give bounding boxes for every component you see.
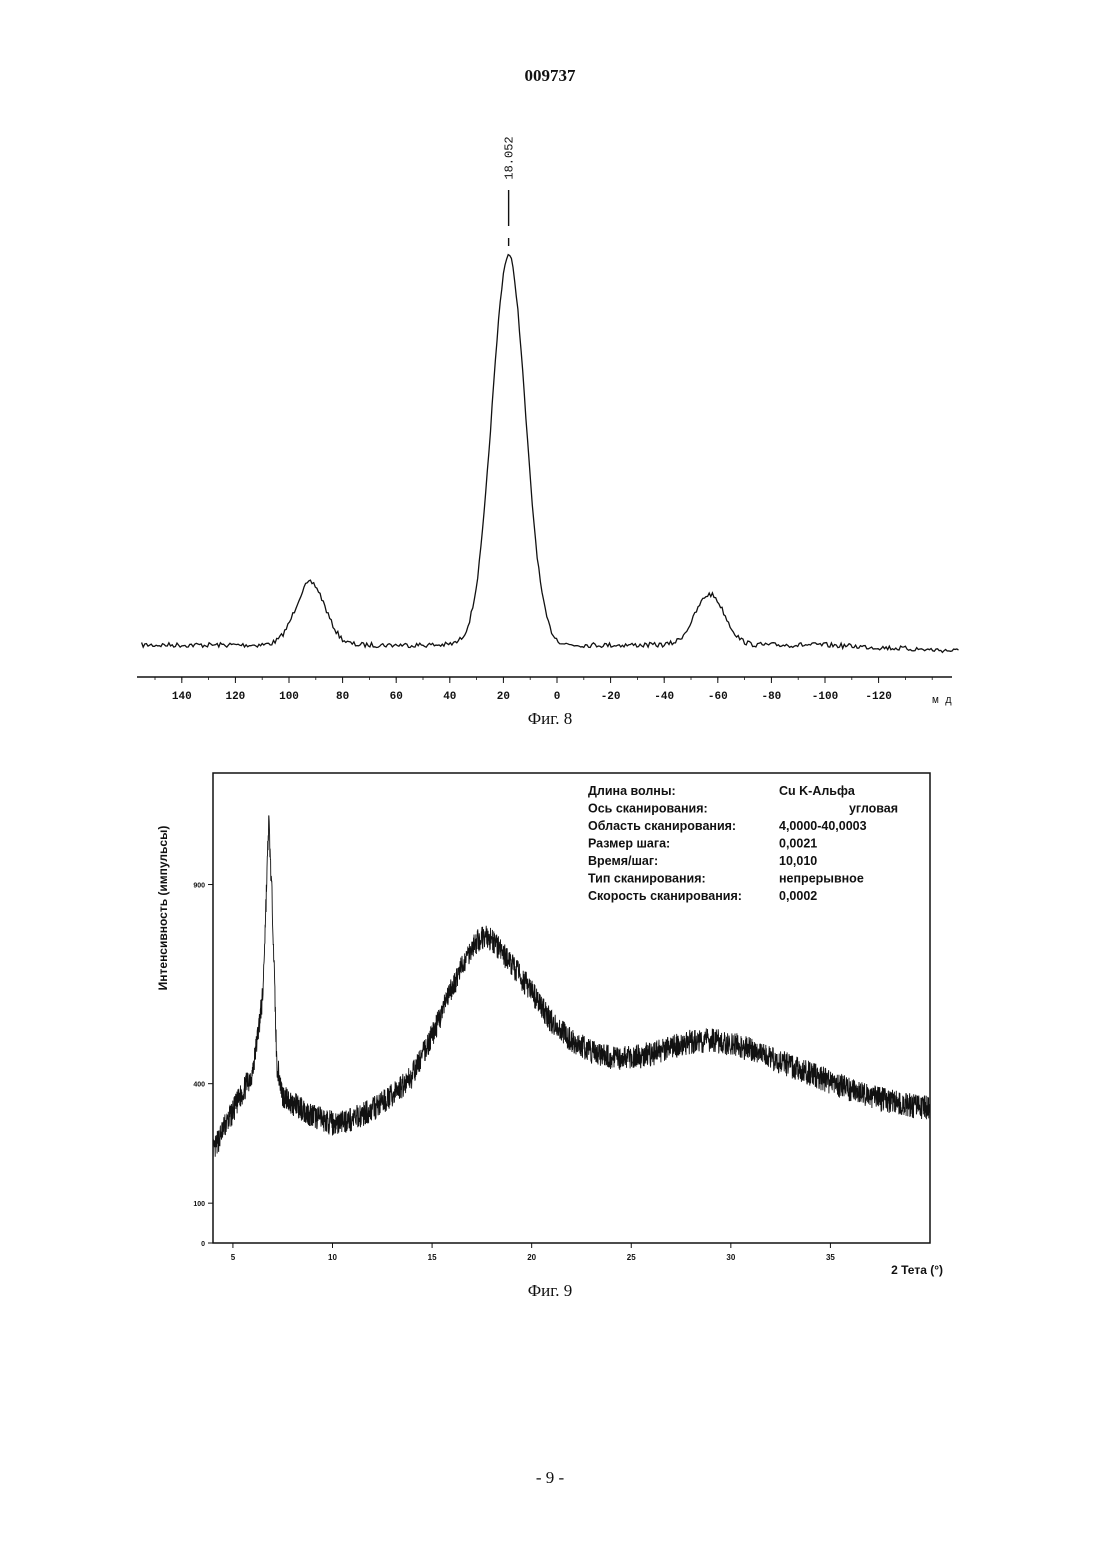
figure-8-caption: Фиг. 8 — [0, 709, 1100, 729]
nmr-x-tick-label: 120 — [225, 691, 245, 703]
xrd-x-tick-label: 5 — [231, 1253, 236, 1262]
xrd-parameter-label: Длина волны: — [588, 784, 676, 798]
xrd-parameter-label: Время/шаг: — [588, 854, 658, 868]
xrd-pattern-chart: 5 10 15 20 25 30 35 0 100 400 900 Интенсивность (… — [0, 740, 1100, 1300]
xrd-parameter-label: Скорость сканирования: — [588, 889, 742, 903]
xrd-x-ticks: 5 10 15 20 25 30 35 — [231, 1243, 836, 1262]
xrd-x-tick-label: 35 — [826, 1253, 835, 1262]
xrd-parameter-label: Тип сканирования: — [588, 872, 706, 886]
xrd-y-axis-label: Интенсивность (импульсы) — [156, 826, 170, 991]
xrd-y-ticks: 0 100 400 900 — [193, 883, 213, 1248]
nmr-spectrum-chart: 140 120 100 80 60 40 20 0 -20 -40 -60 -80 -100 -120 1… — [0, 0, 1100, 720]
xrd-x-tick-label: 25 — [627, 1253, 636, 1262]
xrd-parameter-label: Ось сканирования: — [588, 802, 708, 816]
nmr-x-tick-label: -20 — [601, 691, 621, 703]
nmr-x-tick-label: 20 — [497, 691, 510, 703]
xrd-y-tick-label: 900 — [193, 883, 205, 890]
xrd-x-tick-label: 20 — [527, 1253, 536, 1262]
xrd-parameters-block: Длина волны: Cu K-Альфа Ось сканирования: у… — [583, 778, 923, 903]
xrd-x-tick-label: 30 — [726, 1253, 735, 1262]
nmr-x-tick-label: 0 — [554, 691, 561, 703]
nmr-x-tick-label: 80 — [336, 691, 349, 703]
xrd-parameter-value: 4,0000-40,0003 — [779, 819, 867, 833]
nmr-x-tick-label: 60 — [390, 691, 403, 703]
xrd-parameter-label: Размер шага: — [588, 837, 670, 851]
xrd-parameter-value: 0,0021 — [779, 837, 817, 851]
xrd-parameter-value: непрерывное — [779, 872, 864, 886]
xrd-x-tick-label: 10 — [328, 1253, 337, 1262]
xrd-parameter-value: угловая — [849, 802, 898, 816]
figure-9-caption: Фиг. 9 — [0, 1281, 1100, 1301]
nmr-peak-label: 18.052 — [503, 136, 517, 179]
xrd-x-axis-label: 2 Тета (°) — [891, 1263, 943, 1277]
xrd-y-tick-label: 0 — [201, 1241, 205, 1248]
nmr-x-tick-label: -40 — [654, 691, 674, 703]
nmr-x-tick-label: -100 — [812, 691, 838, 703]
nmr-x-tick-label: 140 — [172, 691, 192, 703]
nmr-x-tick-label: 40 — [443, 691, 456, 703]
nmr-x-tick-label: -60 — [708, 691, 728, 703]
xrd-y-tick-label: 100 — [193, 1201, 205, 1208]
xrd-parameter-label: Область сканирования: — [588, 819, 736, 833]
nmr-x-tick-label: -80 — [761, 691, 781, 703]
nmr-x-ticks: 140 120 100 80 60 40 20 0 -20 -40 -60 -80 -100 -120 — [155, 677, 932, 703]
nmr-spectrum-series — [142, 255, 959, 653]
xrd-parameter-value: 10,010 — [779, 854, 817, 868]
xrd-parameter-value: Cu K-Альфа — [779, 784, 856, 798]
nmr-x-tick-label: 100 — [279, 691, 299, 703]
xrd-parameter-value: 0,0002 — [779, 889, 817, 903]
xrd-y-tick-label: 400 — [193, 1082, 205, 1089]
nmr-spectrum-line — [142, 255, 959, 653]
nmr-x-tick-label: -120 — [865, 691, 891, 703]
page-number: - 9 - — [0, 1468, 1100, 1488]
xrd-x-tick-label: 15 — [428, 1253, 437, 1262]
nmr-x-unit: м д — [932, 695, 952, 707]
